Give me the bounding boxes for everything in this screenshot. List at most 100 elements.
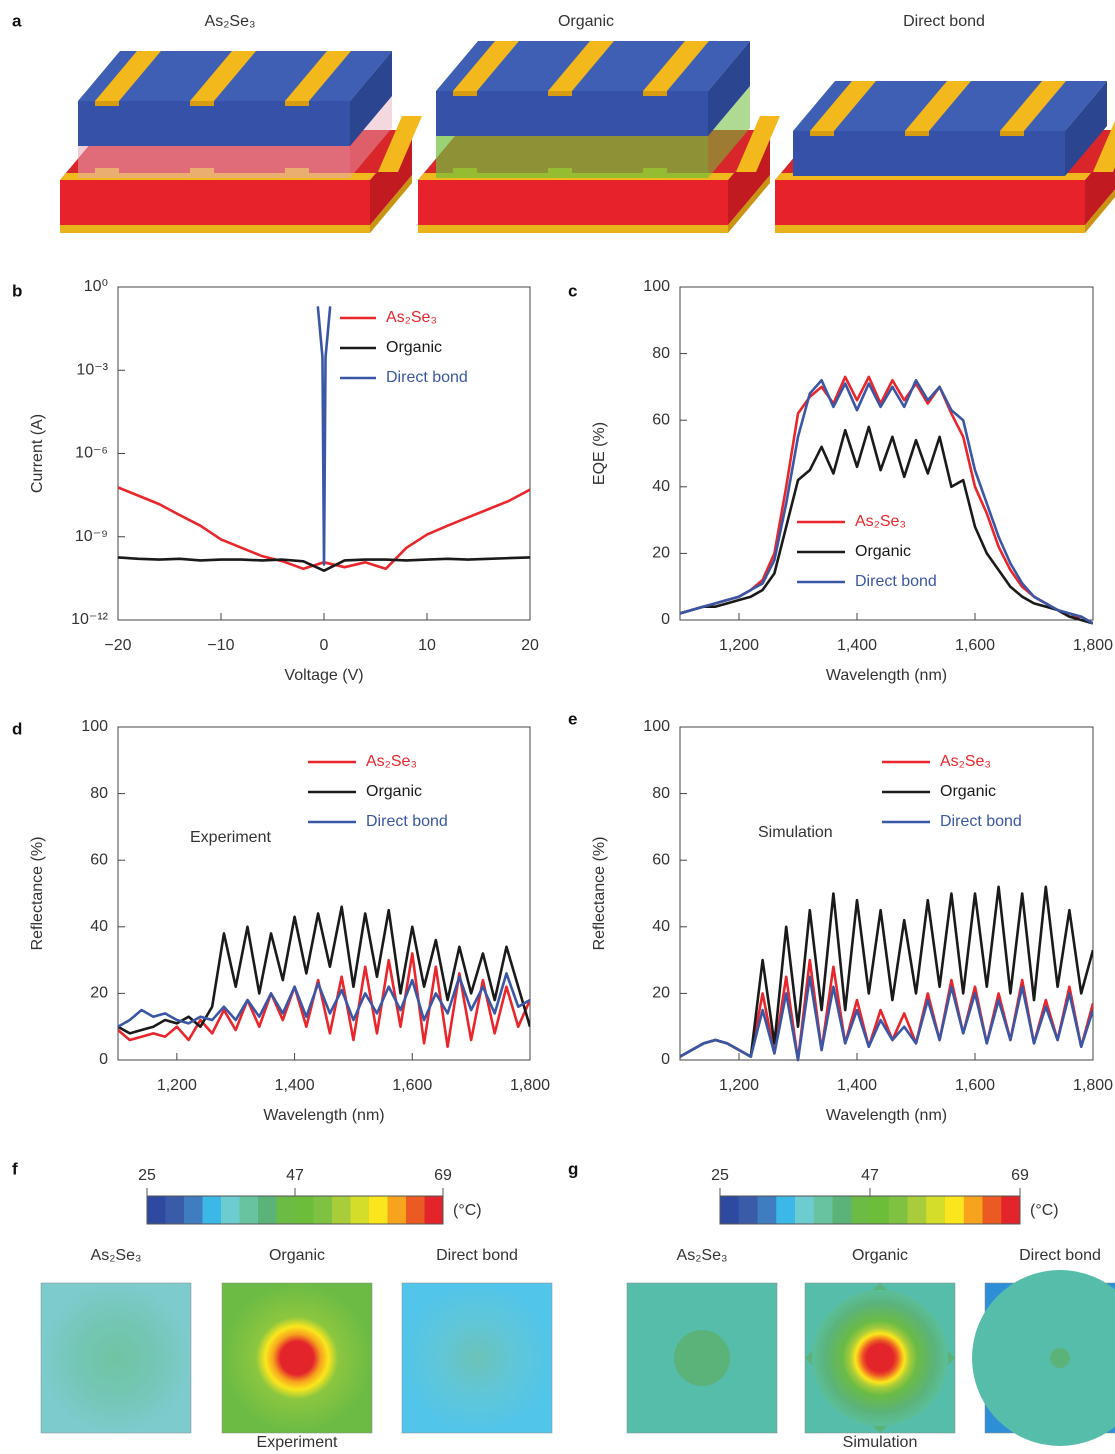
device-part [736,116,780,172]
y-tick-label: 10⁰ [84,278,108,295]
device-part [810,81,876,131]
y-tick-label: 10⁻³ [76,361,108,378]
legend-label: Direct bond [855,573,937,590]
y-tick-label: 60 [652,851,670,868]
device-part [708,41,750,136]
colorbar-segment [813,1196,833,1224]
device-part [95,51,161,101]
plot-series-group [680,885,1093,1062]
y-tick-label: 80 [90,785,108,802]
device-part [78,101,350,146]
series-line [118,905,530,1035]
x-axis-label: Wavelength (nm) [263,1107,384,1124]
annotation: Simulation [758,824,833,841]
y-tick-label: 100 [81,718,108,735]
heatmap-spot [812,1290,948,1426]
y-tick-label: 10⁻¹² [71,611,109,628]
colorbar-segment [888,1196,908,1224]
device-part [708,86,750,178]
colorbar-unit: (°C) [1030,1202,1059,1219]
heatmap-title: As₂Se₃ [91,1247,142,1264]
colorbar-tick-label: 25 [711,1167,729,1184]
colorbar-segment [424,1196,444,1224]
colorbar-segment [776,1196,796,1224]
x-tick-label: 1,200 [157,1077,197,1094]
y-tick-label: 10⁻⁶ [75,445,108,462]
colorbar-segment [851,1196,871,1224]
colorbar-segment [870,1196,890,1224]
x-axis-label: Wavelength (nm) [826,1107,947,1124]
colorbar-tick-label: 69 [1011,1167,1029,1184]
heatmap-title: Organic [269,1247,325,1264]
illustration-title: Direct bond [903,13,985,30]
colorbar-segment [313,1196,333,1224]
colorbar-segment [832,1196,852,1224]
y-tick-label: 0 [99,1051,108,1068]
device-part [453,41,519,91]
plot-frame [117,726,531,1061]
x-tick-label: 1,800 [1073,1077,1113,1094]
colorbar-segment [332,1196,351,1224]
device-part [1000,81,1066,131]
device-part [436,91,708,136]
device-part [728,175,770,233]
y-tick-label: 80 [652,345,670,362]
heatmap [221,1282,373,1434]
device-part [775,180,1085,225]
y-axis-label: EQE (%) [591,422,608,485]
x-tick-label: 1,600 [392,1077,432,1094]
y-tick-label: 40 [652,918,670,935]
legend-label: Direct bond [366,813,448,830]
colorbar-segment [239,1196,259,1224]
legend-label: Direct bond [940,813,1022,830]
colorbar-segment [738,1196,758,1224]
colorbar-segment [406,1196,425,1224]
panel-label: b [12,281,22,300]
y-axis-label: Current (A) [29,414,46,493]
y-tick-label: 40 [90,918,108,935]
y-tick-label: 60 [90,851,108,868]
colorbar-segment [720,1196,740,1224]
colorbar-segment [963,1196,983,1224]
plot-series-group [680,375,1093,625]
x-tick-label: 1,400 [837,1077,877,1094]
device-part [285,51,351,101]
device-part [350,51,392,146]
device-part [905,81,971,131]
colorbar-segment [369,1196,388,1224]
colorbar-tick-label: 47 [286,1167,304,1184]
plot-series-group [118,306,530,572]
panel-label: d [12,719,22,738]
legend-label: Organic [366,783,422,800]
device-part [548,91,572,96]
panel-label: e [568,709,577,728]
plot-frame [679,286,1094,621]
device-part [1093,120,1115,172]
heatmap-spot [1050,1348,1070,1368]
device-part [60,225,370,233]
y-tick-label: 80 [652,785,670,802]
y-tick-label: 0 [661,1051,670,1068]
x-axis-label: Voltage (V) [284,667,363,684]
colorbar-segment [276,1196,296,1224]
panel-label: g [568,1159,578,1178]
colorbar-tick-label: 47 [861,1167,879,1184]
colorbar-segment [982,1196,1002,1224]
heatmap-title: As₂Se₃ [677,1247,728,1264]
illustration-title: As₂Se₃ [205,13,256,30]
series-line [680,378,1093,625]
panel-label: a [12,11,22,30]
device-part [1000,131,1024,136]
x-tick-label: 1,200 [719,1077,759,1094]
colorbar-segment [926,1196,946,1224]
colorbar-segment [165,1196,185,1224]
y-tick-label: 100 [643,278,670,295]
x-tick-label: 1,800 [510,1077,550,1094]
colorbar-segment [184,1196,203,1224]
device-part [775,225,1085,233]
series-line [680,975,1093,1062]
device-part [1085,189,1115,233]
device-part [95,101,119,106]
device-part [418,225,728,233]
